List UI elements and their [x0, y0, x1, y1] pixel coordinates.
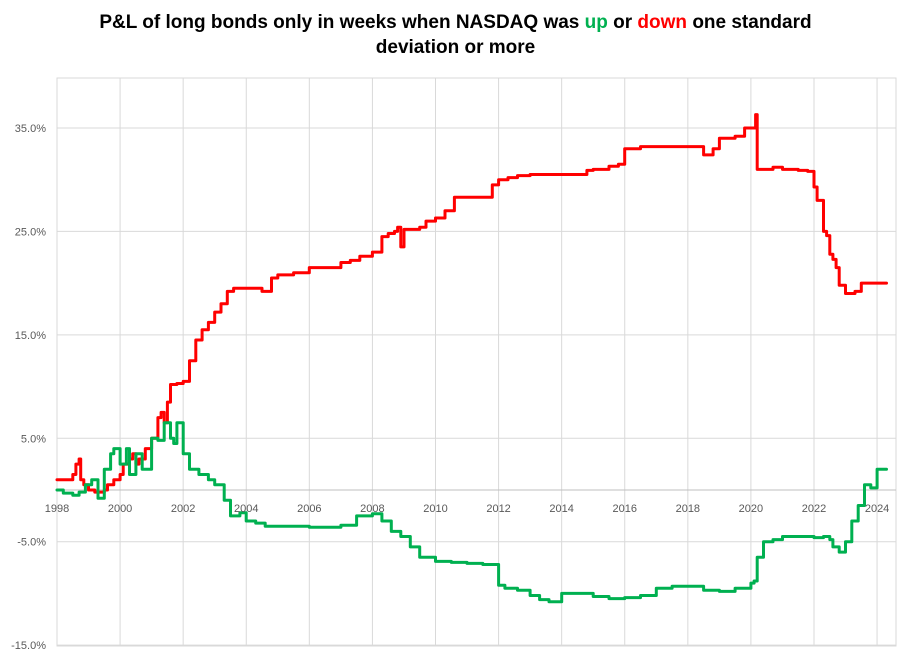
x-tick-label: 2008	[360, 503, 384, 515]
y-tick-label: -5.0%	[17, 537, 46, 549]
x-tick-label: 2024	[865, 503, 889, 515]
series-line-down-weeks	[55, 113, 888, 494]
x-tick-label: 2020	[739, 503, 763, 515]
title-line1-suffix: one standard	[692, 12, 812, 33]
title-up-word: up	[584, 12, 608, 33]
title-or-word: or	[613, 12, 633, 33]
y-tick-label: 15.0%	[15, 330, 46, 342]
series-lines	[55, 113, 888, 604]
tick-labels: 35.0% 25.0% 15.0% 5.0% -5.0% -15.0% 1998 2000 20…	[11, 123, 889, 652]
chart-title: P&L of long bonds only in weeks when NAS…	[0, 10, 911, 60]
plot-area-border	[56, 77, 897, 647]
chart-title-line-1: P&L of long bonds only in weeks when NAS…	[0, 10, 911, 35]
x-tick-label: 2000	[108, 503, 132, 515]
x-tick-label: 2002	[171, 503, 195, 515]
x-tick-label: 2012	[486, 503, 510, 515]
x-tick-label: 2016	[613, 503, 637, 515]
x-tick-label: 2022	[802, 503, 826, 515]
y-tick-label: 5.0%	[21, 433, 46, 445]
title-prefix: P&L of long bonds only in weeks when NAS…	[99, 12, 580, 33]
chart-title-line-2: deviation or more	[375, 37, 536, 58]
title-down-word: down	[637, 12, 688, 33]
x-tick-label: 1998	[45, 503, 69, 515]
x-tick-label: 2004	[234, 503, 258, 515]
y-tick-label: 35.0%	[15, 123, 46, 135]
gridlines	[56, 77, 897, 647]
x-tick-label: 2010	[423, 503, 447, 515]
x-tick-label: 2014	[549, 503, 573, 515]
y-tick-label: -15.0%	[11, 640, 46, 652]
x-tick-label: 2006	[297, 503, 321, 515]
x-tick-label: 2018	[676, 503, 700, 515]
y-tick-label: 25.0%	[15, 226, 46, 238]
series-line-up-weeks	[55, 421, 888, 604]
